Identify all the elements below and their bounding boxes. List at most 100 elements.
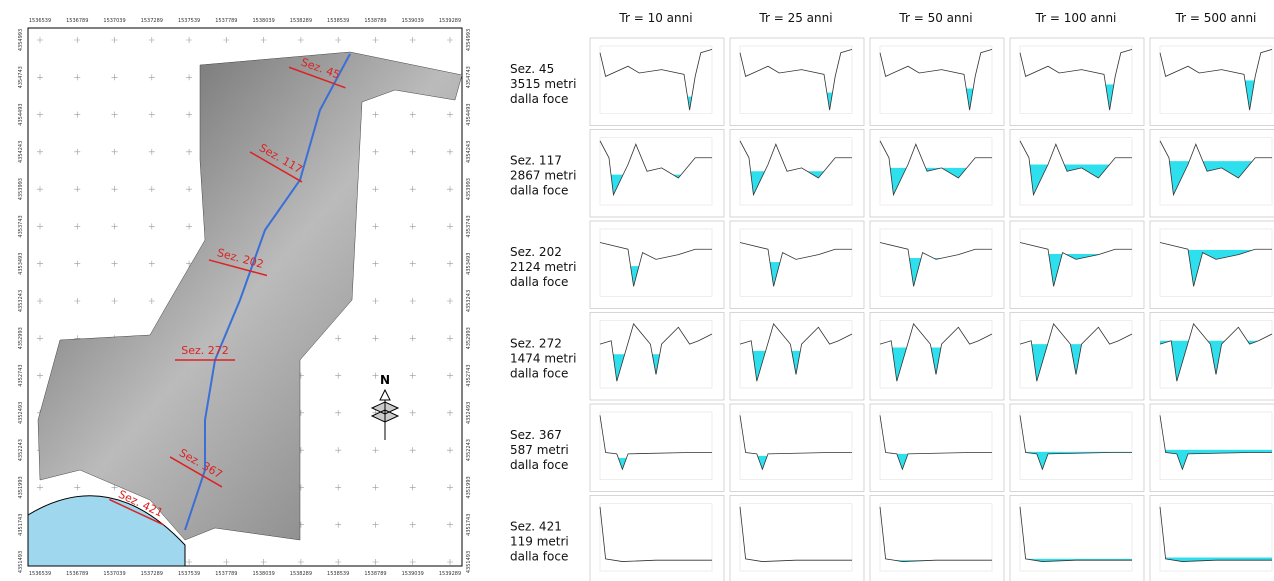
y-tick-label: 4353243 xyxy=(18,290,24,312)
column-header: Tr = 50 anni xyxy=(898,11,972,25)
north-label: N xyxy=(380,373,390,387)
x-tick-label: 1538789 xyxy=(364,18,386,24)
cell-frame xyxy=(590,38,724,126)
y-tick-label: 4354243 xyxy=(18,141,24,163)
cell-frame xyxy=(1150,130,1274,218)
row-label: 1474 metri xyxy=(510,352,576,366)
cell-frame xyxy=(1150,221,1274,309)
x-tick-label: 1536789 xyxy=(66,18,88,24)
y-tick-label: 4353493 xyxy=(466,253,472,275)
y-tick-label: 4352493 xyxy=(18,402,24,424)
y-tick-label: 4351493 xyxy=(466,551,472,573)
y-tick-label: 4351993 xyxy=(466,476,472,498)
cell-frame xyxy=(1010,130,1144,218)
y-tick-label: 4354743 xyxy=(18,66,24,88)
row-label: Sez. 202 xyxy=(510,245,562,259)
y-tick-label: 4352743 xyxy=(466,364,472,386)
x-tick-label: 1537289 xyxy=(141,18,163,24)
cell-frame xyxy=(730,38,864,126)
cell-frame xyxy=(730,130,864,218)
y-tick-label: 4352243 xyxy=(466,439,472,461)
row-label: dalla foce xyxy=(510,550,568,564)
y-tick-label: 4353243 xyxy=(466,290,472,312)
y-tick-label: 4352743 xyxy=(18,364,24,386)
x-tick-label: 1539039 xyxy=(402,571,424,577)
y-tick-label: 4354493 xyxy=(466,103,472,125)
cell-frame xyxy=(590,130,724,218)
column-header: Tr = 500 anni xyxy=(1175,11,1257,25)
column-header: Tr = 100 anni xyxy=(1035,11,1117,25)
row-label: 587 metri xyxy=(510,443,569,457)
x-tick-label: 1537039 xyxy=(103,571,125,577)
cell-frame xyxy=(730,221,864,309)
y-tick-label: 4351993 xyxy=(18,476,24,498)
cell-frame xyxy=(1010,496,1144,581)
x-tick-label: 1538039 xyxy=(252,571,274,577)
x-tick-label: 1536539 xyxy=(29,18,51,24)
x-tick-label: 1537539 xyxy=(178,18,200,24)
y-tick-label: 4353743 xyxy=(18,215,24,237)
y-tick-label: 4351743 xyxy=(466,514,472,536)
x-tick-label: 1537539 xyxy=(178,571,200,577)
x-tick-label: 1536539 xyxy=(29,571,51,577)
x-tick-label: 1537289 xyxy=(141,571,163,577)
x-tick-label: 1538289 xyxy=(290,18,312,24)
cell-frame xyxy=(1150,38,1274,126)
cell-frame xyxy=(590,496,724,581)
cell-frame xyxy=(870,221,1004,309)
figure: Sez. 45 Sez. 117 Sez. 202 Sez. 272 Sez. 367 S… xyxy=(0,0,1274,581)
cell-frame xyxy=(730,404,864,492)
cell-frame xyxy=(1010,404,1144,492)
cell-frame xyxy=(870,38,1004,126)
row-label: dalla foce xyxy=(510,275,568,289)
x-tick-label: 1536789 xyxy=(66,571,88,577)
cell-frame xyxy=(870,404,1004,492)
row-label: dalla foce xyxy=(510,184,568,198)
x-tick-label: 1537789 xyxy=(215,18,237,24)
cell-frame xyxy=(1150,313,1274,401)
cell-frame xyxy=(1010,221,1144,309)
x-tick-label: 1538539 xyxy=(327,18,349,24)
y-tick-label: 4351743 xyxy=(18,514,24,536)
x-tick-label: 1538789 xyxy=(364,571,386,577)
x-tick-label: 1538039 xyxy=(252,18,274,24)
row-label: 2867 metri xyxy=(510,169,576,183)
row-label: Sez. 421 xyxy=(510,520,562,534)
section-label: Sez. 272 xyxy=(181,344,229,357)
row-label: dalla foce xyxy=(510,458,568,472)
x-tick-label: 1539289 xyxy=(439,571,461,577)
cell-frame xyxy=(1010,38,1144,126)
column-header: Tr = 10 anni xyxy=(618,11,692,25)
row-label: Sez. 367 xyxy=(510,428,562,442)
row-label: 3515 metri xyxy=(510,77,576,91)
x-tick-label: 1539289 xyxy=(439,18,461,24)
row-label: dalla foce xyxy=(510,367,568,381)
row-label: Sez. 45 xyxy=(510,62,554,76)
cell-frame xyxy=(730,496,864,581)
y-tick-label: 4353493 xyxy=(18,253,24,275)
x-tick-label: 1538289 xyxy=(290,571,312,577)
y-tick-label: 4354993 xyxy=(18,29,24,51)
cell-frame xyxy=(590,404,724,492)
column-header: Tr = 25 anni xyxy=(758,11,832,25)
cell-frame xyxy=(1150,496,1274,581)
row-label: 119 metri xyxy=(510,535,569,549)
x-tick-label: 1539039 xyxy=(402,18,424,24)
y-tick-label: 4352493 xyxy=(466,402,472,424)
row-label: 2124 metri xyxy=(510,260,576,274)
y-tick-label: 4354743 xyxy=(466,66,472,88)
y-tick-label: 4352993 xyxy=(18,327,24,349)
cell-frame xyxy=(870,130,1004,218)
y-tick-label: 4354493 xyxy=(18,103,24,125)
row-label: Sez. 272 xyxy=(510,337,562,351)
x-tick-label: 1537789 xyxy=(215,571,237,577)
cell-frame xyxy=(1150,404,1274,492)
row-label: Sez. 117 xyxy=(510,154,562,168)
cell-frame xyxy=(590,221,724,309)
y-tick-label: 4353993 xyxy=(18,178,24,200)
y-tick-label: 4353993 xyxy=(466,178,472,200)
y-tick-label: 4352243 xyxy=(18,439,24,461)
y-tick-label: 4352993 xyxy=(466,327,472,349)
y-tick-label: 4354243 xyxy=(466,141,472,163)
y-tick-label: 4353743 xyxy=(466,215,472,237)
